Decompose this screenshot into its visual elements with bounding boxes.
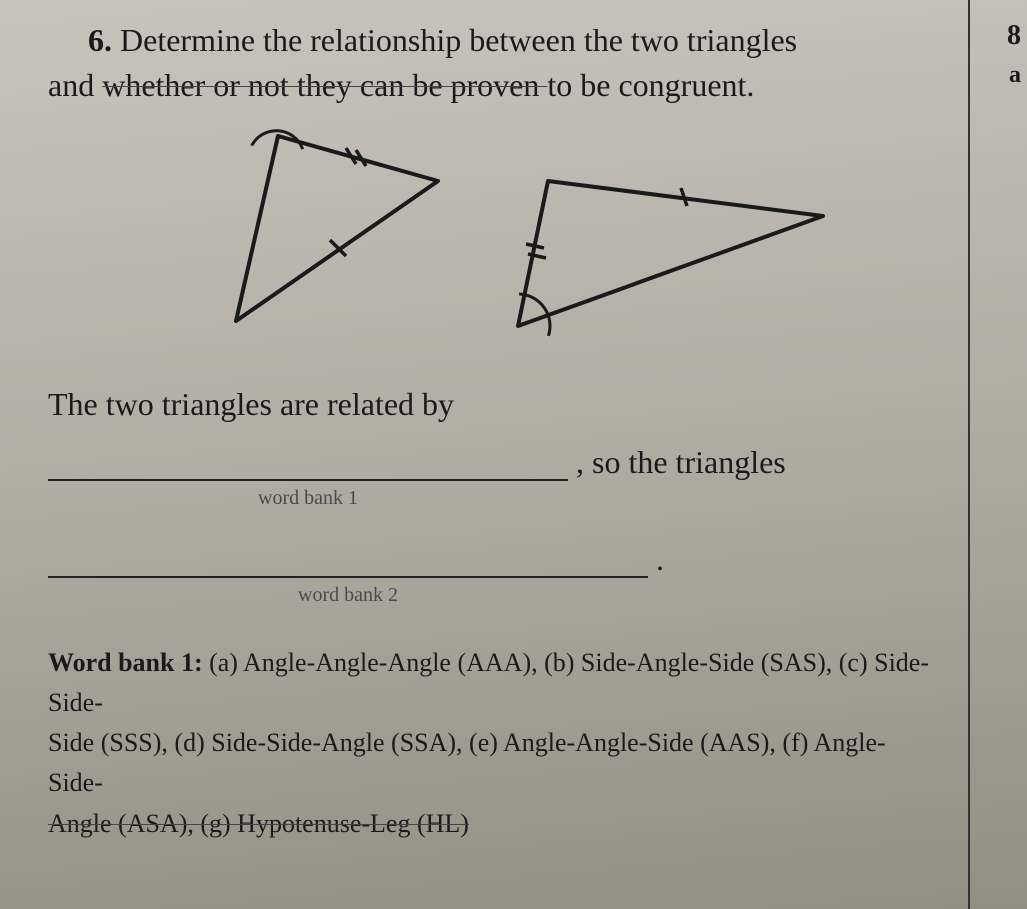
question-text-1: Determine the relationship between the t… <box>120 22 797 58</box>
blank-1-label: word bank 1 <box>48 487 568 510</box>
answer-block: The two triangles are related by , so th… <box>48 386 930 607</box>
question-text-2b: to be congruent. <box>547 67 754 103</box>
word-bank-items-3-strike: Angle (ASA), (g) Hypotenuse-Leg (HL) <box>48 809 469 838</box>
word-bank-title: Word bank 1: <box>48 648 203 677</box>
blank-2-line[interactable] <box>48 538 648 578</box>
blank-2-label: word bank 2 <box>48 584 648 607</box>
margin-char-a: a <box>1009 62 1021 89</box>
word-bank-block: Word bank 1: (a) Angle-Angle-Angle (AAA)… <box>48 643 930 844</box>
triangles-diagram <box>48 126 930 356</box>
question-number: 6. <box>88 22 112 58</box>
blank-1-row: , so the triangles <box>48 441 930 481</box>
question-text-2a: and <box>48 67 102 103</box>
worksheet-page: 6. Determine the relationship between th… <box>0 0 970 909</box>
blank-2-row: . <box>48 538 930 578</box>
question-line-1: 6. Determine the relationship between th… <box>88 18 930 63</box>
after-blank-2-text: . <box>656 541 664 578</box>
answer-lead-text: The two triangles are related by <box>48 386 930 423</box>
question-strike: whether or not they can be proven <box>102 67 547 103</box>
question-line-2: and whether or not they can be proven to… <box>48 63 930 108</box>
right-margin-column: 8 a <box>972 0 1027 909</box>
blank-1-line[interactable] <box>48 441 568 481</box>
word-bank-line-1: Word bank 1: (a) Angle-Angle-Angle (AAA)… <box>48 643 930 724</box>
word-bank-line-2: Side (SSS), (d) Side-Side-Angle (SSA), (… <box>48 723 930 804</box>
triangle-right <box>493 166 853 346</box>
triangle-left <box>218 126 478 336</box>
after-blank-1-text: , so the triangles <box>576 444 786 481</box>
margin-number-8: 8 <box>1007 20 1021 52</box>
word-bank-items-2: Side (SSS), (d) Side-Side-Angle (SSA), (… <box>48 728 886 797</box>
word-bank-line-3: Angle (ASA), (g) Hypotenuse-Leg (HL) <box>48 804 930 844</box>
